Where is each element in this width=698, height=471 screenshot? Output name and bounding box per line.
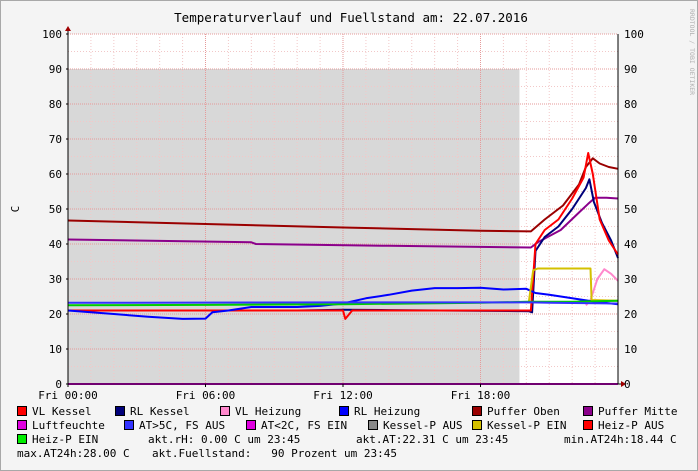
- y-tick-label-right: 50: [624, 203, 637, 216]
- stat-rh: akt.rH: 0.00 C um 23:45: [148, 433, 301, 446]
- legend-swatch: [246, 420, 256, 430]
- legend-item: Kessel-P EIN: [472, 419, 566, 432]
- legend-label: Kessel-P EIN: [487, 419, 567, 432]
- legend-label: Heiz-P AUS: [598, 419, 665, 432]
- legend-swatch: [124, 420, 134, 430]
- y-tick-label: 80: [49, 98, 62, 111]
- y-tick-label: 30: [49, 273, 62, 286]
- x-tick-label: Fri 00:00: [38, 389, 98, 401]
- legend-item: Heiz-P AUS: [583, 419, 664, 432]
- legend-item: Heiz-P EIN: [17, 433, 98, 446]
- y-tick-label: 90: [49, 63, 62, 76]
- x-tick-label: Fri 12:00: [313, 389, 373, 401]
- y-tick-label: 40: [49, 238, 62, 251]
- legend-label: VL Kessel: [32, 405, 92, 418]
- chart-canvas: Temperaturverlauf und Fuellstand am: 22.…: [9, 9, 696, 401]
- watermark: RRDTOOL / TOBI OETIKER: [688, 9, 696, 95]
- stat-min: min.AT24h:18.44 C: [564, 433, 677, 446]
- y-axis-arrow: [65, 26, 71, 31]
- stat-at: akt.AT:22.31 C um 23:45: [356, 433, 509, 446]
- y-tick-label-right: 60: [624, 168, 637, 181]
- y-tick-label: 60: [49, 168, 62, 181]
- legend-item: VL Heizung: [220, 405, 301, 418]
- series-line: [68, 152, 619, 320]
- y-tick-label-right: 80: [624, 98, 637, 111]
- chart-title: Temperaturverlauf und Fuellstand am: 22.…: [174, 10, 528, 25]
- legend-label: RL Kessel: [130, 405, 190, 418]
- series-line: [67, 286, 619, 320]
- y-tick-label-right: 30: [624, 273, 637, 286]
- legend-swatch: [17, 406, 27, 416]
- legend-label: AT>5C, FS AUS: [139, 419, 226, 432]
- legend-swatch: [17, 434, 27, 444]
- legend-swatch: [472, 406, 482, 416]
- legend-label: Heiz-P EIN: [32, 433, 99, 446]
- y-tick-label-right: 20: [624, 308, 637, 321]
- legend-swatch: [339, 406, 349, 416]
- series-line: [67, 157, 619, 233]
- y-tick-label: 100: [42, 28, 62, 41]
- legend-label: RL Heizung: [354, 405, 421, 418]
- legend-swatch: [115, 406, 125, 416]
- legend-label: AT<2C, FS EIN: [261, 419, 348, 432]
- x-tick-label: Fri 06:00: [176, 389, 236, 401]
- legend-swatch: [368, 420, 378, 430]
- y-tick-label: 50: [49, 203, 62, 216]
- legend-swatch: [17, 420, 27, 430]
- y-tick-label-right: 10: [624, 343, 637, 356]
- y-axis-label: C: [9, 206, 22, 213]
- x-tick-label: Fri 18:00: [451, 389, 511, 401]
- legend-swatch: [472, 420, 482, 430]
- legend-item: RL Kessel: [115, 405, 190, 418]
- legend-item: AT<2C, FS EIN: [246, 419, 347, 432]
- y-tick-label: 0: [55, 378, 62, 391]
- series-line: [527, 267, 619, 304]
- series-line: [67, 301, 619, 305]
- legend-item: VL Kessel: [17, 405, 92, 418]
- legend-item: Luftfeuchte: [17, 419, 105, 432]
- x-axis-arrow: [621, 381, 626, 387]
- y-tick-label-right: 70: [624, 133, 637, 146]
- legend-label: VL Heizung: [235, 405, 302, 418]
- legend-label: Luftfeuchte: [32, 419, 105, 432]
- legend-swatch: [220, 406, 230, 416]
- legend-label: Puffer Mitte: [598, 405, 678, 418]
- y-tick-label: 10: [49, 343, 62, 356]
- legend-label: Puffer Oben: [487, 405, 560, 418]
- y-tick-label-right: 40: [624, 238, 637, 251]
- legend-swatch: [583, 406, 593, 416]
- y-tick-label-right: 100: [624, 28, 644, 41]
- axis-layer: 0 0 10 10 20 20 30 30 40 40 50 50 60 60 70 70 80 80 90 90 10…: [38, 26, 644, 401]
- legend-item: Puffer Oben: [472, 405, 560, 418]
- stat-fuellstand: akt.Fuellstand: 90 Prozent um 23:45: [152, 447, 398, 460]
- legend-item: Puffer Mitte: [583, 405, 677, 418]
- legend-item: AT>5C, FS AUS: [124, 419, 225, 432]
- legend-item: Kessel-P AUS: [368, 419, 462, 432]
- y-tick-label-right: 0: [624, 378, 631, 391]
- legend-swatch: [583, 420, 593, 430]
- legend-item: RL Heizung: [339, 405, 420, 418]
- y-tick-label-right: 90: [624, 63, 637, 76]
- y-tick-label: 70: [49, 133, 62, 146]
- legend-label: Kessel-P AUS: [383, 419, 463, 432]
- y-tick-label: 20: [49, 308, 62, 321]
- stat-max: max.AT24h:28.00 C: [17, 447, 130, 460]
